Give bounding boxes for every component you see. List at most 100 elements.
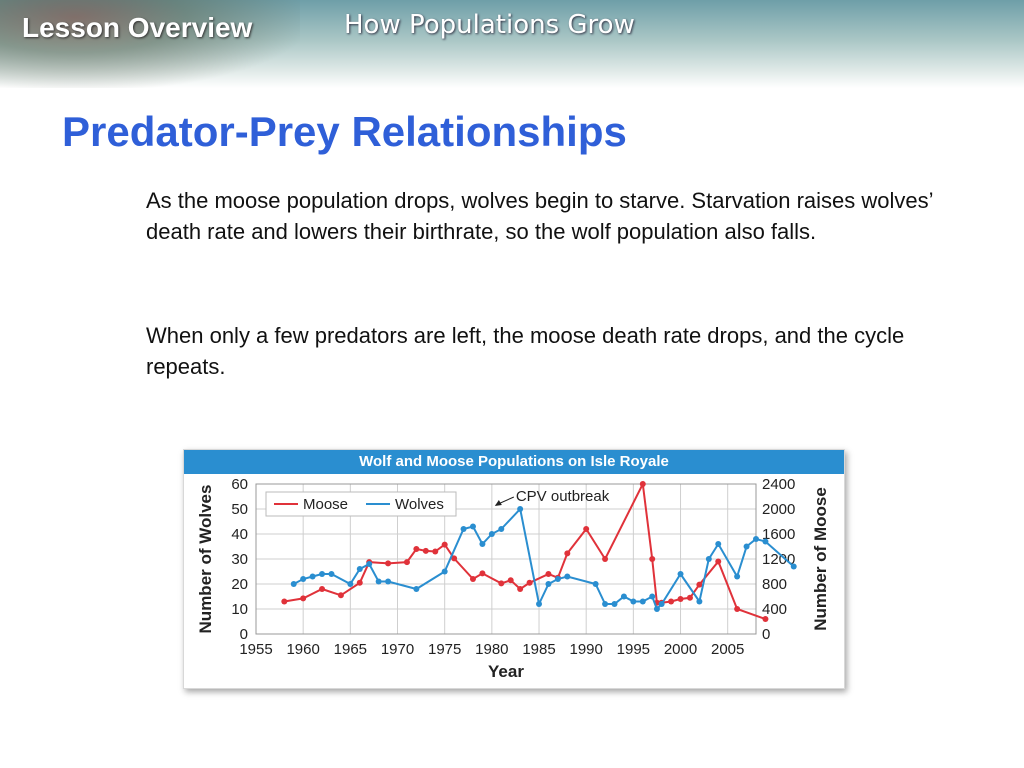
- moose-data-point: [649, 556, 656, 562]
- wolves-data-point: [743, 543, 750, 550]
- y-left-tick-label: 30: [231, 551, 248, 568]
- y-right-tick-label: 0: [762, 626, 770, 643]
- x-tick-label: 1990: [570, 641, 603, 658]
- moose-data-point: [564, 550, 571, 557]
- wolves-data-point: [592, 581, 599, 587]
- wolves-data-point: [517, 506, 524, 512]
- paragraph-1: As the moose population drops, wolves be…: [146, 188, 933, 244]
- moose-data-point: [451, 555, 458, 562]
- y-left-axis-label: Number of Wolves: [196, 485, 215, 634]
- y-right-tick-label: 2000: [762, 501, 795, 518]
- moose-data-point: [300, 595, 307, 602]
- section-label: Lesson Overview: [22, 12, 253, 43]
- wolves-data-point: [602, 601, 609, 607]
- wolves-data-point: [413, 586, 420, 592]
- y-left-tick-label: 20: [231, 576, 248, 593]
- wolves-data-point: [328, 571, 335, 577]
- wolves-data-point: [441, 568, 448, 575]
- y-left-tick-label: 0: [240, 626, 248, 643]
- annotation-cpv-outbreak: CPV outbreak: [516, 488, 610, 505]
- y-left-tick-label: 60: [231, 476, 248, 493]
- wolves-data-point: [290, 581, 297, 587]
- wolves-data-point: [611, 601, 618, 607]
- x-tick-label: 1965: [334, 641, 367, 658]
- y-right-tick-label: 400: [762, 601, 787, 618]
- wolves-data-point: [385, 578, 392, 585]
- legend-wolves-label: Wolves: [395, 496, 444, 513]
- x-tick-label: 1970: [381, 641, 414, 658]
- wolves-data-point: [545, 581, 552, 587]
- moose-data-point: [385, 560, 392, 567]
- moose-data-point: [479, 570, 486, 577]
- x-tick-label: 1975: [428, 641, 461, 658]
- population-chart: 0 10 20 30 40 50 60 0 400 800 1200 1600 2000 2400 1955…: [196, 476, 830, 681]
- moose-data-point: [545, 571, 552, 577]
- paragraph-2: When only a few predators are left, the …: [146, 323, 905, 379]
- moose-data-point: [677, 596, 684, 602]
- wolves-data-point: [639, 598, 646, 605]
- wolves-data-point: [649, 593, 656, 600]
- moose-data-point: [517, 586, 524, 592]
- wolves-data-point: [696, 598, 703, 605]
- wolves-data-point: [620, 593, 627, 600]
- y-right-tick-label: 2400: [762, 476, 795, 493]
- wolves-data-point: [564, 573, 571, 580]
- y-right-tick-label: 1600: [762, 526, 795, 543]
- moose-data-point: [281, 598, 288, 605]
- wolves-data-point: [715, 541, 722, 547]
- y-left-tick-label: 10: [231, 601, 248, 618]
- wolves-data-point: [498, 526, 505, 532]
- moose-data-point: [356, 579, 363, 586]
- x-tick-label: 1995: [617, 641, 650, 658]
- moose-data-point: [507, 577, 514, 584]
- wolves-data-point: [536, 601, 543, 607]
- moose-data-point: [696, 581, 703, 588]
- x-tick-label: 1980: [475, 641, 508, 658]
- x-tick-label: 2005: [711, 641, 744, 658]
- wolves-data-point: [319, 571, 326, 577]
- wolves-data-point: [479, 541, 486, 547]
- wolves-data-point: [554, 576, 561, 582]
- wolves-data-point: [630, 598, 637, 605]
- moose-data-point: [639, 481, 646, 487]
- y-right-tick-label: 800: [762, 576, 787, 593]
- slide-title: Predator-Prey Relationships: [62, 108, 627, 155]
- y-right-tick-label: 1200: [762, 551, 795, 568]
- moose-data-point: [602, 556, 609, 562]
- moose-data-point: [686, 594, 693, 601]
- moose-data-point: [734, 606, 741, 612]
- moose-data-point: [715, 558, 722, 565]
- wolves-data-point: [653, 606, 660, 612]
- wolves-data-point: [356, 566, 363, 572]
- wolves-data-point: [705, 556, 712, 562]
- y-right-axis-label: Number of Moose: [811, 487, 830, 631]
- y-left-tick-label: 40: [231, 526, 248, 543]
- wolves-data-point: [658, 601, 665, 607]
- x-tick-label: 1960: [286, 641, 319, 658]
- y-left-tick-label: 50: [231, 501, 248, 518]
- x-axis-label: Year: [488, 662, 524, 681]
- wolves-data-point: [375, 578, 382, 585]
- plot-frame: [255, 483, 757, 635]
- wolves-data-point: [366, 561, 373, 567]
- moose-data-point: [441, 541, 448, 548]
- moose-data-point: [668, 598, 675, 605]
- wolves-data-point: [347, 581, 354, 587]
- moose-data-point: [337, 592, 344, 599]
- wolves-data-point: [488, 531, 495, 537]
- moose-data-point: [319, 586, 326, 592]
- annotation-arrowhead: [494, 500, 502, 506]
- wolves-series-line: [293, 506, 795, 611]
- moose-data-point: [583, 526, 590, 532]
- x-tick-label: 1985: [522, 641, 555, 658]
- moose-data-point: [469, 576, 476, 582]
- moose-data-point: [498, 580, 505, 587]
- wolves-data-point: [790, 563, 797, 570]
- wolves-data-point: [460, 526, 467, 532]
- moose-data-point: [762, 616, 769, 622]
- moose-data-point: [422, 547, 429, 554]
- wolves-data-point: [734, 573, 741, 580]
- wolves-data-point: [300, 576, 307, 582]
- chart-panel: Wolf and Moose Populations on Isle Royal…: [183, 449, 845, 689]
- moose-data-point: [526, 579, 533, 586]
